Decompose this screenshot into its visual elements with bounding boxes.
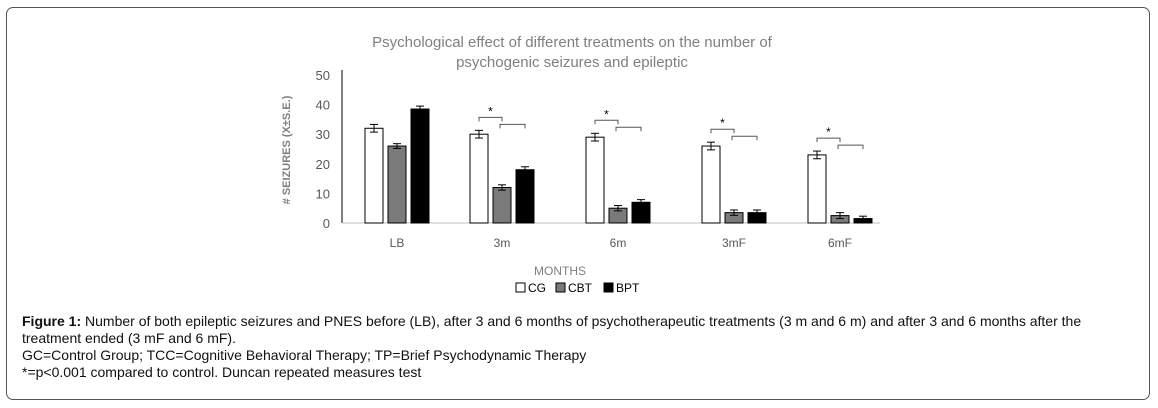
x-tick-label: LB <box>390 236 405 250</box>
bar-bpt-lb <box>410 108 430 224</box>
bar-cg-lb <box>364 127 384 224</box>
significance-bracket: * <box>710 116 758 141</box>
caption-significance-note: *=p<0.001 compared to control. Duncan re… <box>22 364 422 380</box>
significance-star: * <box>488 104 493 118</box>
bracket-cg-cbt <box>594 119 619 125</box>
plot-area: 0 10 20 30 40 50 LB 3m 6m 3mF 6mF * * * * <box>316 68 880 250</box>
legend-label: CBT <box>568 281 593 295</box>
y-tick-label: 40 <box>316 98 330 113</box>
figure-caption: Figure 1: Number of both epileptic seizu… <box>22 313 1140 381</box>
bracket-cg-cbt <box>710 128 735 134</box>
legend-item-cbt: CBT <box>555 281 593 295</box>
significance-star: * <box>720 116 725 130</box>
significance-bracket: * <box>816 125 864 150</box>
bar-cg-6m <box>585 136 605 224</box>
significance-bracket: * <box>594 107 642 132</box>
x-tick-label: 6mF <box>828 236 852 250</box>
y-tick-label: 10 <box>316 186 330 201</box>
bar-cg-6mf <box>807 154 827 224</box>
significance-bracket: * <box>478 104 526 129</box>
chart-title-line-1: Psychological effect of different treatm… <box>372 34 773 51</box>
x-tick-label: 6m <box>610 236 627 250</box>
caption-label: Figure 1: <box>22 313 82 329</box>
bar-cbt-lb <box>387 145 407 224</box>
legend-item-bpt: BPT <box>603 281 640 295</box>
y-tick-label: 20 <box>316 157 330 172</box>
legend-swatch <box>603 282 614 293</box>
bar-cg-3m <box>469 133 489 224</box>
figure-frame <box>6 7 1150 400</box>
y-tick-label: 30 <box>316 127 330 142</box>
legend-swatch <box>515 282 526 293</box>
bracket-cg-cbt <box>478 116 503 122</box>
bar-cbt-3m <box>492 186 512 224</box>
significance-star: * <box>826 125 831 139</box>
legend-label: CG <box>528 281 546 295</box>
x-tick-label: 3mF <box>722 236 746 250</box>
legend: CG CBT BPT <box>515 281 640 295</box>
caption-abbreviations: GC=Control Group; TCC=Cognitive Behavior… <box>22 347 587 363</box>
legend-item-cg: CG <box>515 281 546 295</box>
bar-bpt-3m <box>515 169 535 224</box>
y-tick-label: 50 <box>316 68 330 83</box>
y-axis-label: # SEIZURES (X±S.E.) <box>281 95 293 204</box>
chart-title-line-2: psychogenic seizures and epileptic <box>456 54 688 71</box>
bar-chart: Psychological effect of different treatm… <box>281 34 880 295</box>
bar-cg-3mf <box>701 145 721 224</box>
x-tick-label: 3m <box>494 236 511 250</box>
y-tick-label: 0 <box>323 216 330 231</box>
legend-swatch <box>555 282 566 293</box>
bracket-cg-bpt <box>837 144 864 150</box>
significance-star: * <box>604 107 609 121</box>
legend-label: BPT <box>616 281 640 295</box>
bracket-cg-bpt <box>615 126 642 132</box>
x-axis-label: MONTHS <box>534 264 586 278</box>
bracket-cg-bpt <box>499 123 526 129</box>
bracket-cg-cbt <box>816 137 841 143</box>
caption-text: Number of both epileptic seizures and PN… <box>22 313 1082 346</box>
bracket-cg-bpt <box>731 135 758 141</box>
